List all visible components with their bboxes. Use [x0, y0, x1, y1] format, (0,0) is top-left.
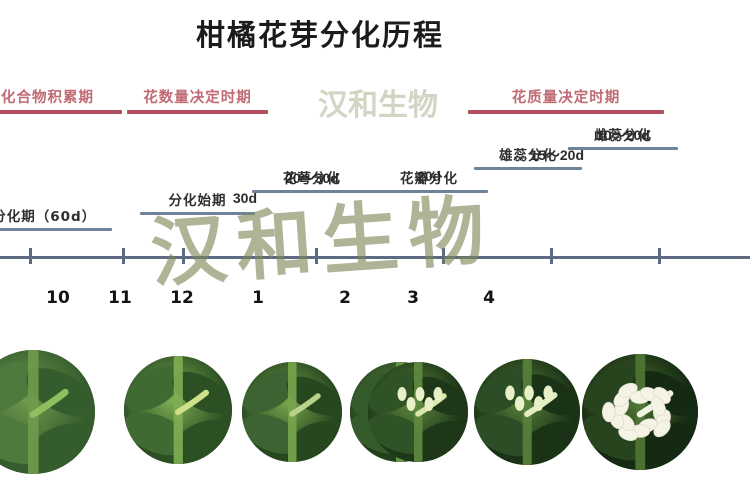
photo-pistil-stage — [474, 359, 580, 465]
photo-flower-cluster — [582, 354, 698, 470]
stage-undifferentiated: 未分化期（60d） — [0, 202, 112, 231]
phase-underline — [0, 110, 122, 114]
axis-tick — [122, 248, 125, 264]
month-label-1: 1 — [252, 288, 264, 308]
phase-flower-quality: 花质量决定时期 — [468, 78, 664, 114]
page-title: 柑橘花芽分化历程 — [195, 18, 444, 52]
stage-underline — [568, 147, 678, 150]
month-label-12: 12 — [170, 288, 194, 308]
stage-underline — [140, 212, 255, 215]
photo-bud-swelling — [124, 356, 232, 464]
phase-label: 花质量决定时期 — [511, 90, 621, 106]
stage-duration: 15～20d — [530, 147, 584, 163]
stage-label: 分化始期 — [168, 193, 227, 209]
stage-duration: 10～20d — [596, 127, 650, 143]
stage-pistil: 雌蕊分化 10～20d — [568, 121, 678, 150]
month-label-11: 11 — [108, 288, 132, 308]
month-label-10: 10 — [46, 288, 70, 308]
stage-underline — [474, 167, 582, 170]
phase-carbohydrate: 碳水化合物积累期 — [0, 78, 122, 114]
stage-underline — [252, 190, 372, 193]
phase-flower-count: 花数量决定时期 — [127, 78, 268, 114]
stage-label: 花瓣分化 — [400, 171, 458, 187]
month-label-2: 2 — [339, 288, 351, 308]
timeline-axis — [0, 256, 750, 259]
month-label-4: 4 — [483, 288, 495, 308]
stage-label: 雌蕊分化 — [594, 128, 652, 144]
axis-tick — [315, 248, 318, 264]
phase-underline — [468, 110, 664, 114]
stage-stamen: 雄蕊分化 15～20d — [474, 141, 584, 170]
stage-sepal: 花萼分化 20～30d — [252, 164, 372, 193]
stage-label: 花萼分化 — [283, 171, 341, 187]
stage-petal: 花瓣分化 20d — [370, 164, 488, 193]
stage-underline — [0, 228, 112, 231]
phase-label: 碳水化合物积累期 — [0, 90, 94, 106]
axis-tick — [182, 248, 185, 264]
photo-stamen-stage — [368, 362, 468, 462]
photo-sepal-stage — [242, 362, 342, 462]
phase-label: 花数量决定时期 — [143, 90, 252, 106]
stage-duration: 30d — [232, 190, 257, 206]
stage-label: 雄蕊分化 — [499, 148, 557, 164]
stage-duration: 20d — [416, 168, 442, 184]
month-label-3: 3 — [407, 288, 419, 308]
stage-label: 未分化期（60d） — [0, 209, 97, 225]
stage-initial: 分化始期 30d — [140, 186, 257, 215]
photo-shoot-node — [0, 350, 95, 474]
axis-tick — [29, 248, 32, 264]
watermark-small: 汉和生物 — [318, 88, 438, 123]
stage-underline — [370, 190, 488, 193]
axis-tick — [442, 248, 445, 264]
phase-underline — [127, 110, 268, 114]
stage-duration: 20～30d — [285, 170, 339, 186]
axis-tick — [658, 248, 661, 264]
axis-tick — [550, 248, 553, 264]
